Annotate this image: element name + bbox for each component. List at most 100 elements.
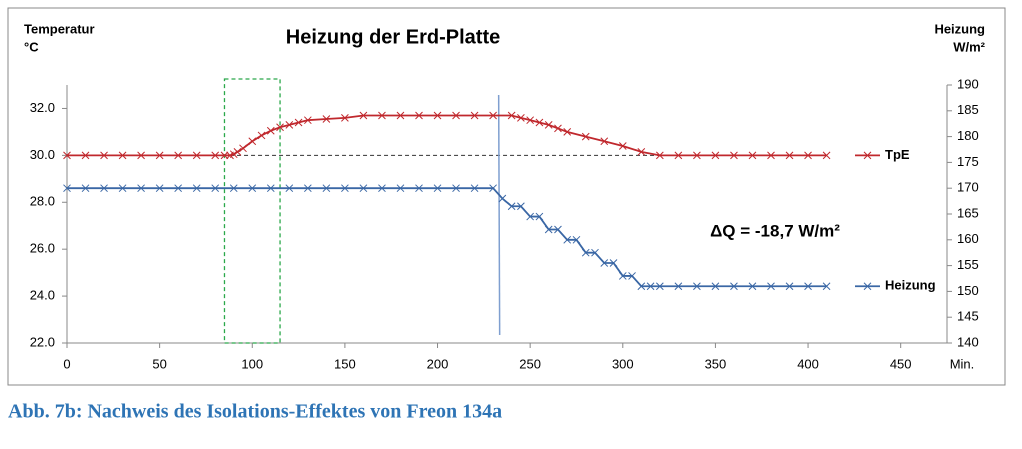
marker [137,151,145,160]
marker [303,116,312,125]
x-tick-label: 250 [519,356,541,371]
marker [155,184,164,193]
marker [100,184,108,193]
marker [174,184,183,193]
marker [804,282,812,291]
caption: Abb. 7b: Nachweis des Isolations-Effekte… [8,401,502,423]
marker [822,282,831,291]
marker [415,111,423,120]
marker [229,150,238,159]
marker [628,272,636,280]
marker [229,184,238,193]
marker [730,282,738,291]
highlight-box [223,78,281,344]
marker [470,111,479,120]
marker [118,184,127,193]
marker [220,151,229,160]
marker [470,184,479,193]
marker [711,151,720,160]
marker [526,116,535,125]
marker [507,111,516,120]
x-tick-label: 400 [797,356,819,371]
marker [276,123,284,132]
y2-tick-label: 165 [957,205,979,220]
marker [81,184,90,193]
marker [378,111,386,120]
marker [600,137,609,146]
marker [517,202,525,211]
marker [526,212,535,221]
marker [489,111,497,120]
y-tick-label: 32.0 [30,100,55,115]
marker [248,137,257,146]
marker [748,151,757,160]
marker [581,248,590,257]
marker [211,184,220,193]
marker [618,142,627,150]
marker [544,121,553,129]
marker [693,282,701,291]
marker [674,151,683,160]
marker [359,184,368,193]
marker [81,151,90,160]
marker [563,128,572,136]
x-tick-label: 300 [612,356,634,371]
marker [581,132,590,141]
marker [257,131,266,140]
marker [554,124,562,133]
y-tick-label: 26.0 [30,241,55,256]
marker [415,184,423,193]
legend-label: Heizung [885,278,936,293]
x-tick-label: 450 [890,356,912,371]
marker [544,225,553,234]
marker [637,147,646,156]
x-tick-label: 100 [241,356,263,371]
marker [489,184,497,193]
marker [655,151,664,160]
marker [285,121,294,129]
marker [591,248,599,257]
marker [285,184,294,193]
marker [748,282,757,291]
marker [674,282,683,291]
annotation: ΔQ = -18,7 W/m² [710,221,840,240]
marker [730,151,738,160]
marker [248,184,257,193]
x-tick-label: 150 [334,356,356,371]
y-tick-label: 24.0 [30,288,55,303]
y2-tick-label: 140 [957,334,979,349]
marker [655,282,664,291]
marker [266,184,275,193]
marker [63,184,71,193]
y2-tick-label: 145 [957,309,979,324]
x-tick-label: 50 [152,356,166,371]
marker [433,111,442,120]
marker [433,184,442,193]
chart-frame [7,7,1006,386]
marker [100,151,108,160]
marker [303,184,312,193]
y2-axis-label: W/m² [953,39,985,54]
marker [396,184,405,193]
marker [563,235,572,244]
marker [63,151,71,160]
y2-tick-label: 170 [957,180,979,195]
marker [804,151,812,160]
marker [554,225,562,234]
marker [572,235,581,244]
y-tick-label: 30.0 [30,147,55,162]
marker [609,259,618,267]
vertical-line [497,94,501,336]
y2-axis-label: Heizung [934,21,985,36]
marker [341,184,349,193]
marker [294,118,303,127]
marker [767,282,775,291]
x-tick-label: 200 [427,356,449,371]
marker [359,111,368,120]
y2-tick-label: 180 [957,128,979,143]
legend-label: TpE [885,147,910,162]
marker [452,111,460,120]
marker [517,113,525,122]
